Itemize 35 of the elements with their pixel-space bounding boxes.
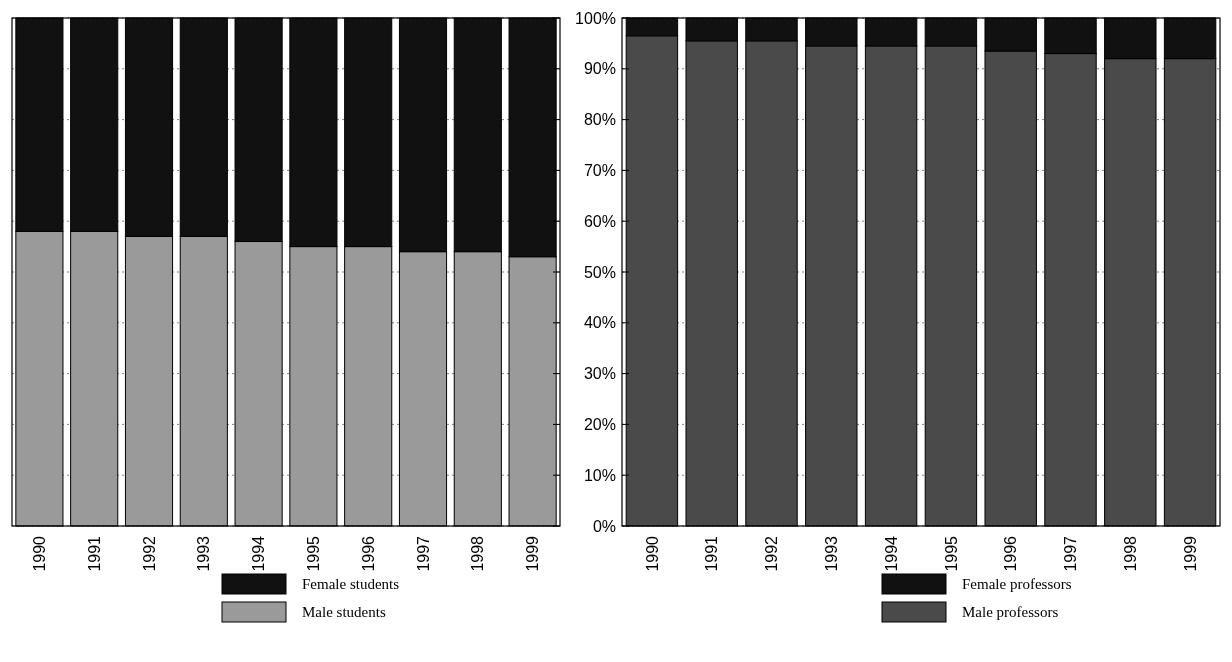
- x-tick-label: 1990: [31, 535, 48, 572]
- x-tick-label: 1990: [643, 535, 661, 572]
- x-tick-label: 1994: [882, 535, 900, 572]
- x-tick-label: 1991: [703, 535, 721, 572]
- x-tick-label: 1995: [942, 535, 960, 572]
- x-tick-label: 1991: [85, 535, 103, 572]
- legend-label: Female professors: [962, 576, 1072, 593]
- x-tick-label: 1996: [359, 535, 377, 572]
- x-tick-label: 1998: [469, 535, 487, 572]
- legend-label: Male professors: [962, 604, 1059, 621]
- x-tick-label: 1995: [305, 535, 322, 572]
- x-tick-label: 1997: [414, 535, 432, 572]
- x-tick-label: 1992: [140, 535, 158, 572]
- x-tick-label: 1994: [250, 535, 268, 572]
- x-tick-label: 1999: [524, 535, 542, 572]
- y-tick-label: 10%: [583, 466, 616, 484]
- legend-label: Male students: [302, 604, 386, 621]
- y-tick-label: 100%: [575, 9, 616, 27]
- x-tick-label: 1993: [822, 535, 840, 572]
- y-tick-label: 40%: [583, 314, 616, 332]
- y-tick-label: 20%: [583, 416, 616, 433]
- x-tick-label: 1998: [1121, 535, 1139, 572]
- legend-label: Female students: [302, 576, 400, 593]
- x-tick-label: 1992: [763, 535, 781, 572]
- x-tick-label: 1993: [195, 535, 213, 572]
- y-tick-label: 80%: [583, 111, 616, 129]
- x-tick-label: 1996: [1002, 535, 1020, 572]
- y-tick-label: 50%: [583, 263, 616, 281]
- y-tick-label: 70%: [583, 162, 616, 179]
- y-tick-label: 90%: [583, 60, 616, 78]
- x-tick-label: 1997: [1062, 535, 1080, 572]
- x-tick-label: 1999: [1181, 535, 1199, 572]
- y-tick-label: 30%: [583, 365, 616, 383]
- y-tick-label: 0%: [592, 517, 616, 535]
- y-tick-label: 60%: [583, 212, 616, 230]
